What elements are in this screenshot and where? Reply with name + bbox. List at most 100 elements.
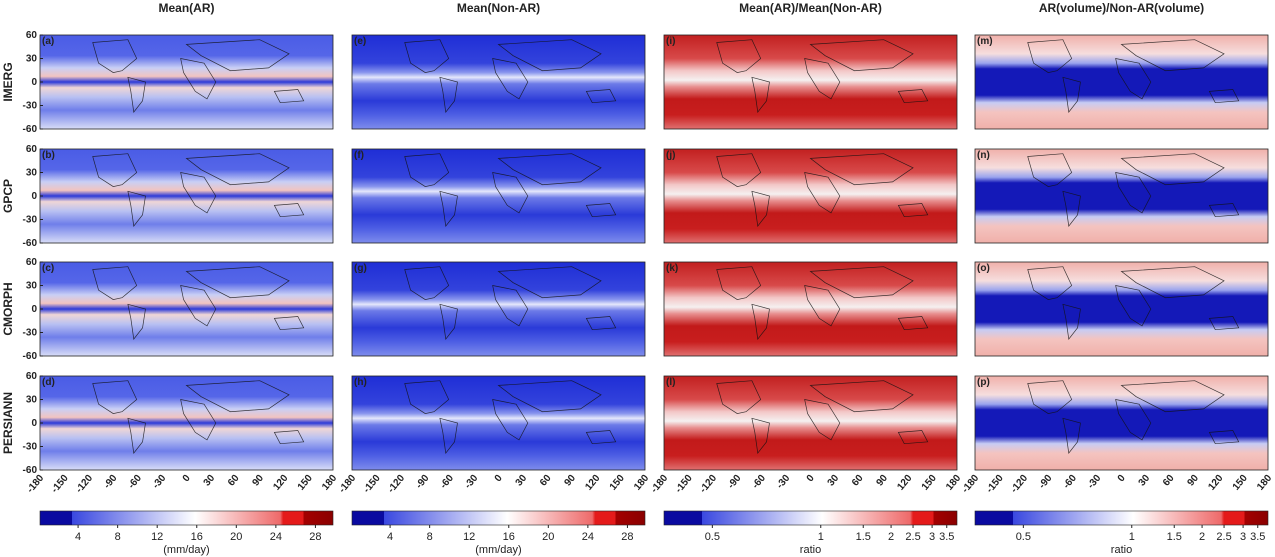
- y-tick-label: 30: [26, 281, 38, 292]
- y-tick-label: 60: [26, 144, 38, 155]
- x-tick-label: 30: [514, 473, 530, 489]
- panel-label: (a): [42, 36, 54, 47]
- x-tick-label: -120: [698, 473, 720, 496]
- map-panel: [40, 35, 333, 129]
- colorbar-tick-label: 28: [309, 531, 321, 543]
- colorbar-tick-label: 3.5: [1250, 531, 1265, 543]
- x-tick-label: -90: [102, 473, 120, 491]
- panel-label: (o): [977, 263, 990, 274]
- panel-label: (j): [666, 150, 675, 161]
- panel-label: (c): [42, 263, 54, 274]
- map-panel: [975, 262, 1268, 356]
- colorbar-tick-label: 2: [888, 531, 894, 543]
- x-tick-label: 0: [181, 473, 193, 485]
- x-tick-label: 90: [250, 473, 266, 489]
- x-tick-label: -150: [361, 473, 383, 496]
- colorbar: [664, 511, 957, 525]
- y-tick-label: -60: [23, 124, 38, 135]
- x-tick-label: 30: [202, 473, 218, 489]
- panel-label: (i): [666, 36, 675, 47]
- x-tick-label: 60: [850, 473, 866, 489]
- x-tick-label: -60: [1061, 473, 1079, 491]
- map-panel: [975, 35, 1268, 129]
- x-tick-label: -30: [775, 473, 793, 491]
- panel-label: (f): [354, 150, 364, 161]
- column-title: Mean(AR): [159, 1, 215, 15]
- colorbar-tick-label: 1.5: [856, 531, 871, 543]
- row-label: GPCP: [1, 179, 15, 213]
- colorbar-tick-label: 4: [75, 531, 81, 543]
- row-label: IMERG: [1, 62, 15, 101]
- map-panel: [352, 35, 645, 129]
- map-panel: [40, 149, 333, 243]
- y-tick-label: -30: [23, 101, 38, 112]
- x-tick-label: -60: [438, 473, 456, 491]
- x-tick-label: -180: [337, 473, 359, 496]
- map-panel: [664, 376, 957, 470]
- y-tick-label: -30: [23, 215, 38, 226]
- colorbar-tick-label: 0.5: [1016, 531, 1031, 543]
- colorbar: [352, 511, 645, 525]
- map-panel: [40, 262, 333, 356]
- x-tick-label: 120: [895, 473, 914, 493]
- x-tick-label: -90: [414, 473, 432, 491]
- colorbar-tick-label: 0.5: [705, 531, 720, 543]
- y-tick-label: 60: [26, 371, 38, 382]
- map-panel: [975, 149, 1268, 243]
- colorbar-tick-label: 24: [582, 531, 594, 543]
- column-title: Mean(Non-AR): [457, 1, 540, 15]
- x-tick-label: 30: [1137, 473, 1153, 489]
- x-tick-label: -90: [726, 473, 744, 491]
- colorbar-unit: ratio: [1111, 544, 1132, 556]
- y-tick-label: 60: [26, 30, 38, 41]
- map-panel: [352, 376, 645, 470]
- map-panel: [664, 149, 957, 243]
- x-tick-label: -180: [960, 473, 982, 496]
- x-tick-label: -120: [386, 473, 408, 496]
- x-tick-label: 180: [1255, 473, 1274, 493]
- y-tick-label: 30: [26, 395, 38, 406]
- panel-label: (e): [354, 36, 366, 47]
- colorbar-tick-label: 1: [818, 531, 824, 543]
- x-tick-label: 60: [1161, 473, 1177, 489]
- x-tick-label: 150: [1231, 473, 1250, 493]
- x-tick-label: -150: [49, 473, 71, 496]
- colorbar-unit: (mm/day): [163, 544, 209, 556]
- y-tick-label: 0: [31, 191, 37, 202]
- y-tick-label: 0: [31, 77, 37, 88]
- x-tick-label: 180: [320, 473, 339, 493]
- colorbar-tick-label: 12: [151, 531, 163, 543]
- panel-label: (p): [977, 377, 990, 388]
- panel-label: (d): [42, 377, 55, 388]
- colorbar-tick-label: 16: [503, 531, 515, 543]
- colorbar-tick-label: 4: [387, 531, 393, 543]
- x-tick-label: 150: [920, 473, 939, 493]
- x-tick-label: -120: [74, 473, 96, 496]
- colorbar-tick-label: 8: [427, 531, 433, 543]
- y-tick-label: -30: [23, 442, 38, 453]
- x-tick-label: -90: [1037, 473, 1055, 491]
- panel-label: (g): [354, 263, 367, 274]
- colorbar-tick-label: 8: [115, 531, 121, 543]
- x-tick-label: 150: [608, 473, 627, 493]
- x-tick-label: -120: [1009, 473, 1031, 496]
- y-tick-label: 30: [26, 168, 38, 179]
- colorbar-tick-label: 12: [463, 531, 475, 543]
- x-tick-label: -30: [151, 473, 169, 491]
- row-label: PERSIANN: [1, 392, 15, 454]
- map-panel: [40, 376, 333, 470]
- x-tick-label: 60: [226, 473, 242, 489]
- y-tick-label: 0: [31, 304, 37, 315]
- colorbar-tick-label: 3: [1240, 531, 1246, 543]
- y-tick-label: 0: [31, 418, 37, 429]
- map-panel: [664, 262, 957, 356]
- x-tick-label: 120: [1206, 473, 1225, 493]
- x-tick-label: 90: [1185, 473, 1201, 489]
- map-panel: [352, 262, 645, 356]
- colorbar-tick-label: 16: [191, 531, 203, 543]
- row-label: CMORPH: [1, 282, 15, 335]
- y-tick-label: -60: [23, 351, 38, 362]
- colorbar-tick-label: 20: [542, 531, 554, 543]
- y-tick-label: -60: [23, 238, 38, 249]
- colorbar-tick-label: 28: [621, 531, 633, 543]
